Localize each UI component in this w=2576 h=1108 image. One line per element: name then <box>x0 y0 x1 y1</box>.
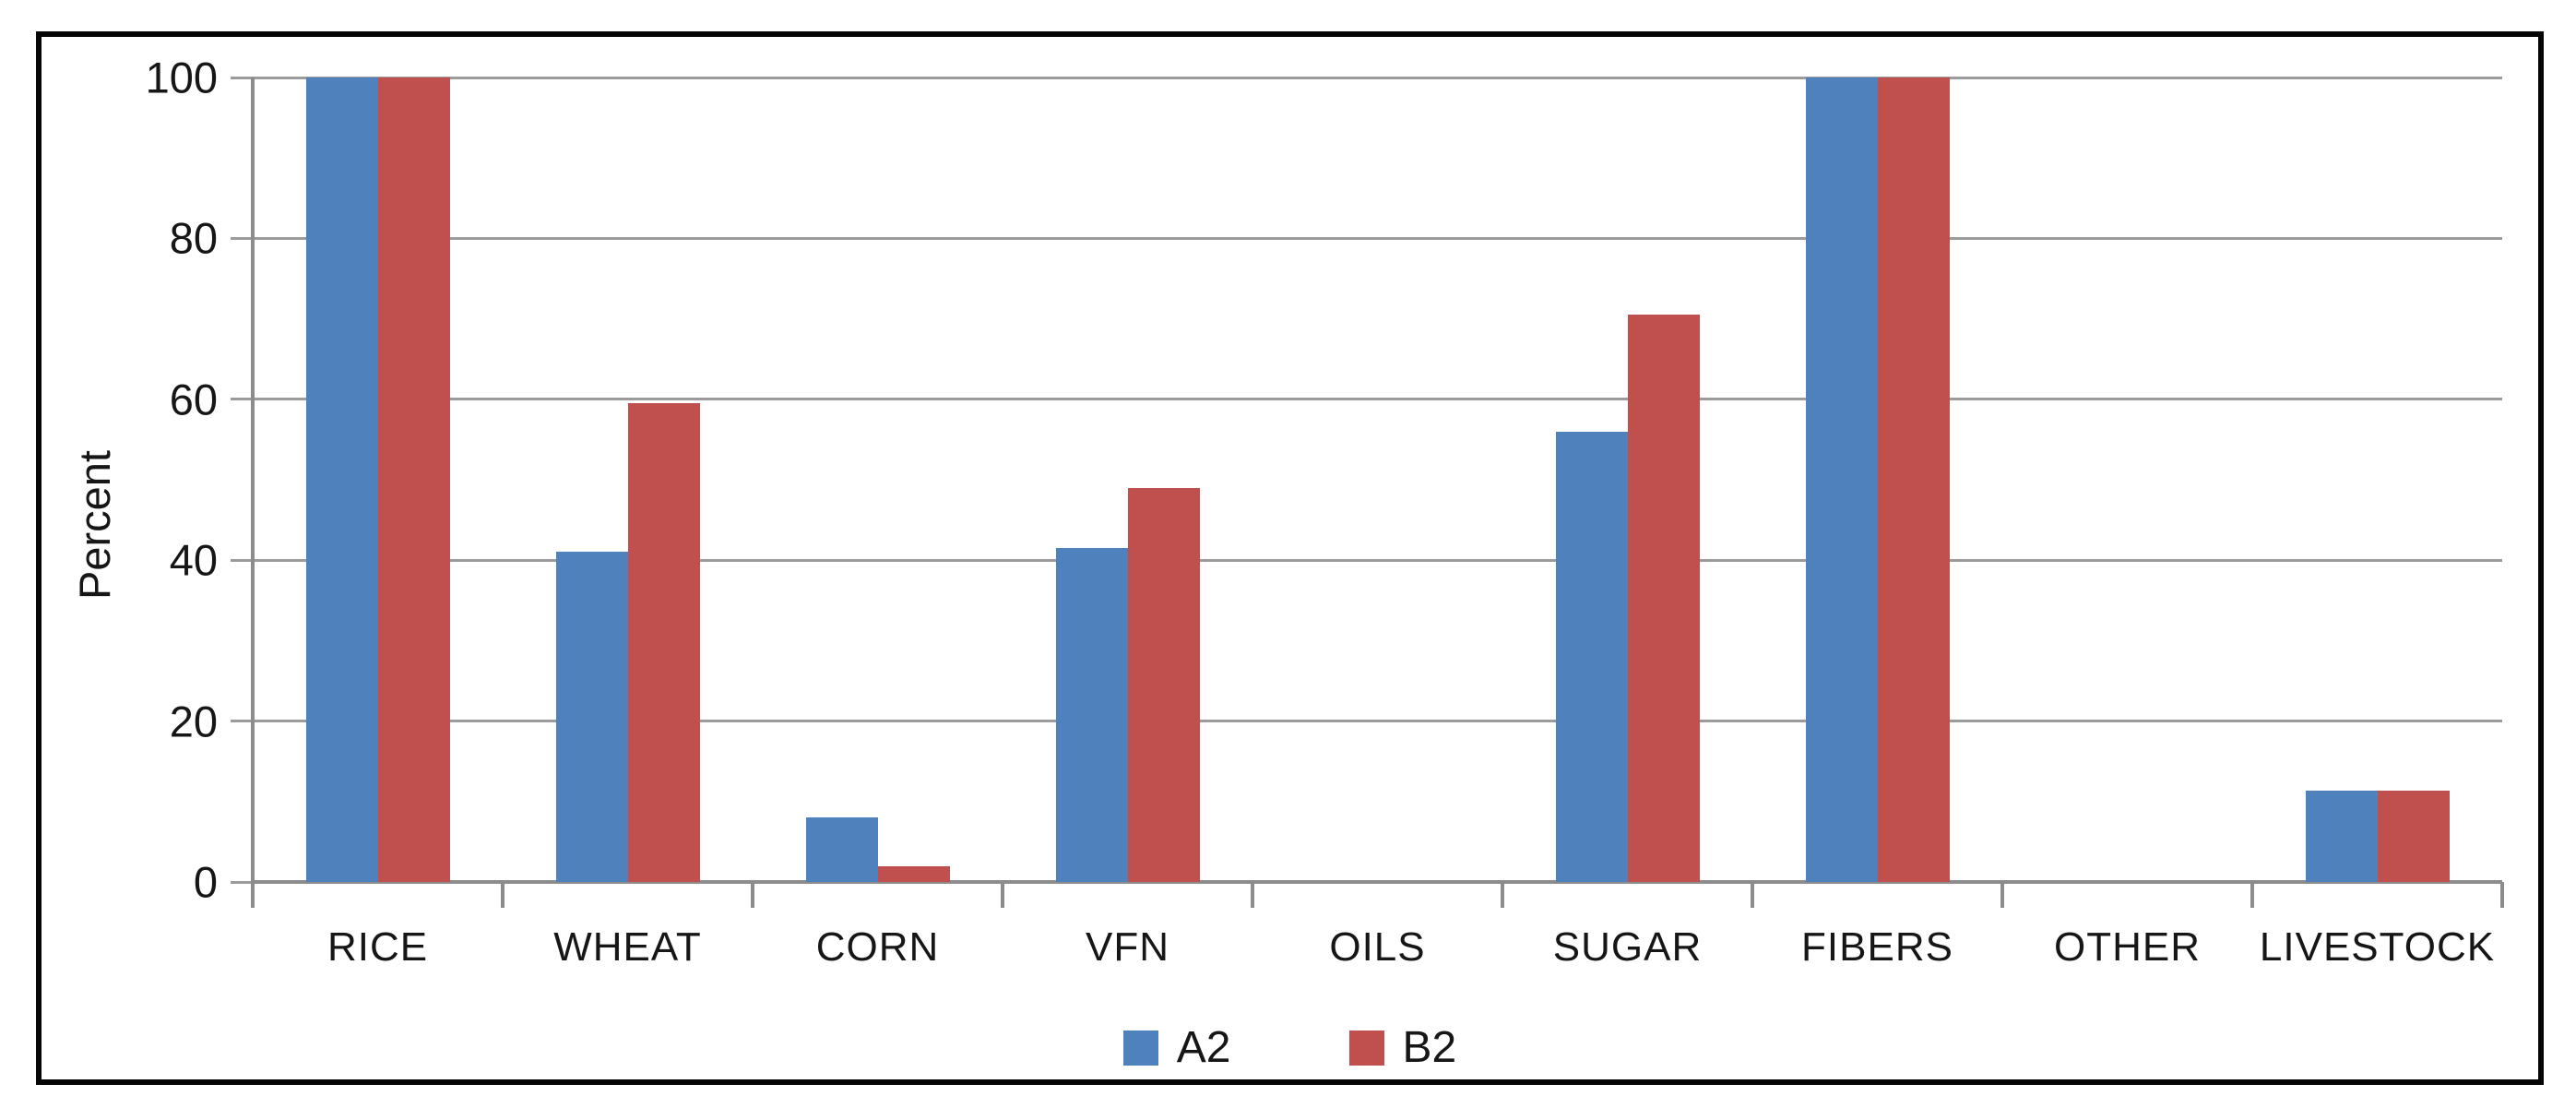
y-tick-label-40: 40 <box>169 535 218 585</box>
legend: A2 B2 <box>42 1022 2538 1073</box>
gridline-60 <box>231 398 2502 401</box>
y-tick-label-60: 60 <box>169 375 218 424</box>
category-boundary-tick <box>1501 882 1504 908</box>
y-tick-0 <box>231 880 253 884</box>
category-label-livestock: LIVESTOCK <box>2259 924 2496 970</box>
category-boundary-tick <box>1751 882 1754 908</box>
y-tick-label-100: 100 <box>145 53 218 102</box>
category-boundary-tick <box>251 882 255 908</box>
x-axis-line <box>253 880 2502 884</box>
category-label-wheat: WHEAT <box>553 924 702 970</box>
category-label-oils: OILS <box>1329 924 1426 970</box>
bar-a2-vfn <box>1055 548 1128 882</box>
category-boundary-tick <box>751 882 754 908</box>
chart-frame: Percent 0 20 40 60 80 100 RICE WHEAT CORN VFN OILS… <box>36 31 2544 1085</box>
bar-b2-rice <box>377 77 450 882</box>
bar-a2-sugar <box>1555 431 1628 882</box>
bar-a2-rice <box>305 77 378 882</box>
category-label-corn: CORN <box>815 924 940 970</box>
category-label-other: OTHER <box>2054 924 2201 970</box>
bar-b2-vfn <box>1127 487 1200 882</box>
y-tick-label-0: 0 <box>193 857 218 907</box>
bar-b2-livestock <box>2377 791 2450 882</box>
gridline-40 <box>231 558 2502 562</box>
category-label-rice: RICE <box>326 924 429 970</box>
bar-a2-wheat <box>555 552 628 882</box>
bar-a2-corn <box>805 817 878 882</box>
category-boundary-tick <box>2250 882 2254 908</box>
bar-a2-livestock <box>2305 791 2378 882</box>
y-tick-label-20: 20 <box>169 697 218 746</box>
gridline-20 <box>231 720 2502 723</box>
bar-b2-sugar <box>1627 315 1700 882</box>
category-boundary-tick <box>1251 882 1254 908</box>
legend-swatch-b2 <box>1348 1030 1384 1066</box>
legend-swatch-a2 <box>1122 1030 1158 1066</box>
category-boundary-tick <box>1001 882 1004 908</box>
category-label-vfn: VFN <box>1086 924 1169 970</box>
y-axis-title: Percent <box>70 450 119 600</box>
bar-b2-fibers <box>1877 77 1950 882</box>
y-axis-line <box>251 77 255 908</box>
gridline-100 <box>231 76 2502 79</box>
bar-b2-corn <box>877 865 950 882</box>
category-boundary-tick <box>501 882 505 908</box>
legend-label-a2: A2 <box>1176 1023 1231 1072</box>
bar-a2-fibers <box>1805 77 1878 882</box>
legend-item-a2: A2 <box>1122 1022 1231 1073</box>
category-boundary-tick <box>2000 882 2004 908</box>
category-label-fibers: FIBERS <box>1801 924 1953 970</box>
category-boundary-tick <box>2500 882 2504 908</box>
category-label-sugar: SUGAR <box>1552 924 1703 970</box>
legend-label-b2: B2 <box>1402 1023 1457 1072</box>
legend-item-b2: B2 <box>1348 1022 1457 1073</box>
plot-area: 0 20 40 60 80 100 RICE WHEAT CORN VFN OILS SUGAR FIB… <box>146 54 2504 970</box>
gridline-80 <box>231 236 2502 240</box>
bar-b2-wheat <box>627 403 700 882</box>
y-tick-label-80: 80 <box>169 213 218 263</box>
